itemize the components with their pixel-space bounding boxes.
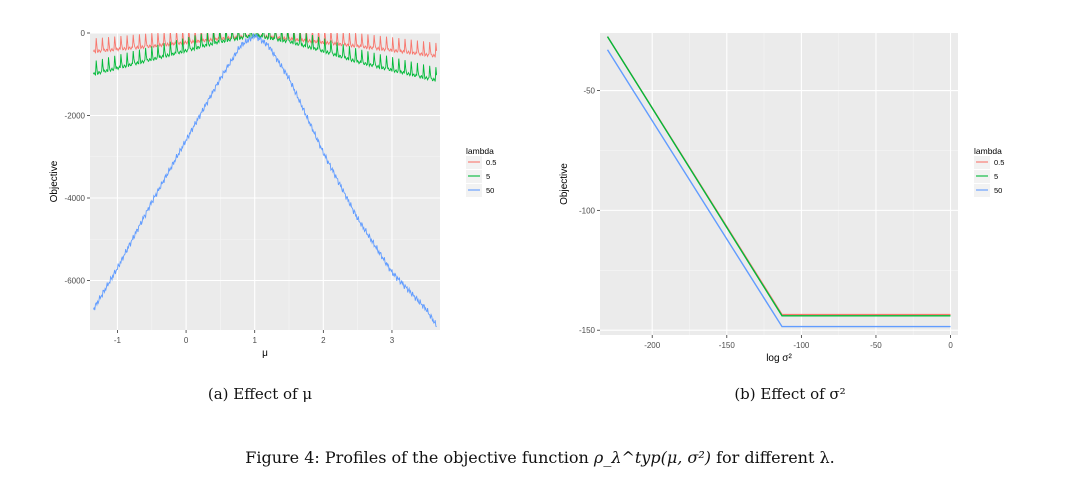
caption-a: (a) Effect of μ — [207, 385, 313, 403]
legend-entry: 50 — [486, 186, 494, 195]
chart-effect-of-mu: -1 0 1 2 3 0 -2000 -4000 -6000 μ Objective lambda 0.… — [49, 29, 496, 359]
legend-entry: 5 — [994, 172, 998, 181]
legend: lambda 0.5 5 50 — [466, 146, 496, 197]
figure-caption-label: Figure 4: — [245, 448, 320, 467]
chart-effect-of-sigma2: -200 -150 -100 -50 0 -50 -100 -150 log σ² Objecti… — [559, 33, 1004, 364]
figure-caption-text: Profiles of the objective function — [324, 448, 589, 467]
legend-entry: 0.5 — [486, 158, 496, 167]
figure-caption-text-after: for different λ. — [716, 448, 835, 467]
x-tick-label: -150 — [719, 341, 736, 350]
x-tick-label: 0 — [184, 336, 189, 345]
legend-entry: 50 — [994, 186, 1002, 195]
series-line-50 — [92, 33, 437, 328]
series-line-50 — [606, 49, 951, 328]
y-tick-label: -6000 — [65, 277, 86, 286]
legend-entry: 0.5 — [994, 158, 1004, 167]
series-line-5 — [92, 33, 438, 82]
x-tick-label: -1 — [114, 336, 122, 345]
y-axis-title: Objective — [559, 163, 570, 205]
y-tick-label: -50 — [583, 87, 595, 96]
legend: lambda 0.5 5 50 — [974, 146, 1004, 197]
x-tick-label: 2 — [321, 336, 326, 345]
figure-caption-math: ρ_λ^typ(μ, σ²) — [593, 448, 711, 467]
x-axis-title: μ — [262, 348, 268, 359]
legend-title: lambda — [974, 146, 1002, 156]
x-tick-label: -200 — [644, 341, 661, 350]
y-axis-title: Objective — [49, 160, 60, 202]
legend-title: lambda — [466, 146, 494, 156]
caption-b: (b) Effect of σ² — [734, 385, 846, 403]
x-tick-label: 0 — [948, 341, 953, 350]
minor-gridlines — [90, 33, 440, 330]
y-tick-label: -4000 — [65, 194, 86, 203]
figure-caption: Figure 4: Profiles of the objective func… — [0, 448, 1080, 467]
plot-panel — [90, 33, 440, 330]
series-line-5 — [606, 36, 951, 317]
y-tick-label: -2000 — [65, 112, 86, 121]
y-tick-label: 0 — [81, 29, 86, 38]
y-tick-label: -150 — [579, 326, 596, 335]
y-tick-label: -100 — [579, 206, 596, 215]
x-tick-label: 1 — [252, 336, 257, 345]
minor-gridlines — [600, 33, 958, 335]
x-tick-label: -100 — [793, 341, 810, 350]
x-tick-label: -50 — [870, 341, 882, 350]
legend-entry: 5 — [486, 172, 490, 181]
plot-panel — [600, 33, 958, 335]
x-axis-title: log σ² — [766, 353, 792, 364]
x-tick-label: 3 — [390, 336, 395, 345]
